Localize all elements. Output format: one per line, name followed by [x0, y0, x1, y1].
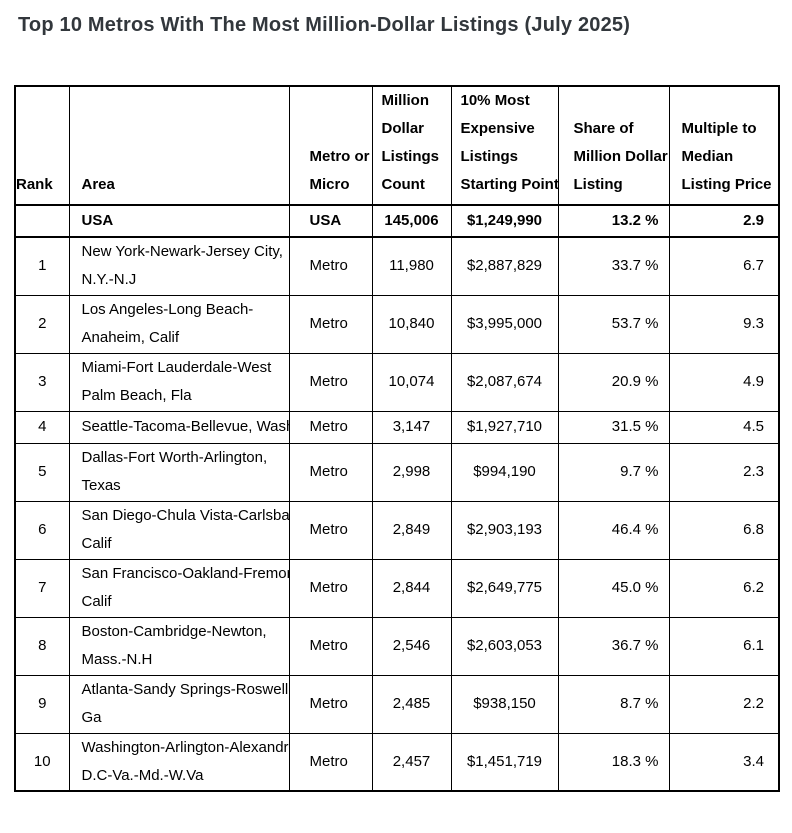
starting-point-cell: $2,087,674: [450, 352, 559, 412]
metro-cell: Metro: [288, 616, 373, 676]
header-million-dollar-count: Million Dollar Listings Count: [371, 85, 452, 206]
header-metro-or-micro: Metro or Micro: [288, 85, 373, 206]
starting-point-cell: $2,903,193: [450, 500, 559, 560]
metro-cell: Metro: [288, 294, 373, 354]
rank-cell: [14, 204, 70, 238]
table-row: 5 Dallas-Fort Worth-Arlington, Texas Met…: [14, 442, 780, 502]
share-cell: 46.4 %: [557, 500, 670, 560]
metro-cell: Metro: [288, 352, 373, 412]
rank-cell: 3: [14, 352, 70, 412]
count-cell: 10,840: [371, 294, 452, 354]
table-row: 1 New York-Newark-Jersey City, N.Y.-N.J …: [14, 236, 780, 296]
metro-cell: Metro: [288, 558, 373, 618]
area-cell: Seattle-Tacoma-Bellevue, Wash: [68, 410, 290, 444]
starting-point-cell: $1,249,990: [450, 204, 559, 238]
starting-point-cell: $2,603,053: [450, 616, 559, 676]
area-cell: Washington-Arlington-Alexandria, D.C-Va.…: [68, 732, 290, 792]
multiple-cell: 4.5: [668, 410, 780, 444]
share-cell: 31.5 %: [557, 410, 670, 444]
metro-cell: Metro: [288, 442, 373, 502]
rank-cell: 9: [14, 674, 70, 734]
metro-cell: Metro: [288, 236, 373, 296]
rank-cell: 2: [14, 294, 70, 354]
area-cell: San Francisco-Oakland-Fremont, Calif: [68, 558, 290, 618]
rank-cell: 8: [14, 616, 70, 676]
starting-point-cell: $2,649,775: [450, 558, 559, 618]
metros-table: Rank Area Metro or Micro Million Dollar …: [14, 85, 780, 792]
area-cell: Miami-Fort Lauderdale-West Palm Beach, F…: [68, 352, 290, 412]
area-cell: Dallas-Fort Worth-Arlington, Texas: [68, 442, 290, 502]
multiple-cell: 6.7: [668, 236, 780, 296]
share-cell: 13.2 %: [557, 204, 670, 238]
rank-cell: 1: [14, 236, 70, 296]
multiple-cell: 3.4: [668, 732, 780, 792]
table-row-usa: USA USA 145,006 $1,249,990 13.2 % 2.9: [14, 204, 780, 238]
table-row: 10 Washington-Arlington-Alexandria, D.C-…: [14, 732, 780, 792]
rank-cell: 7: [14, 558, 70, 618]
starting-point-cell: $1,451,719: [450, 732, 559, 792]
table-row: 9 Atlanta-Sandy Springs-Roswell, Ga Metr…: [14, 674, 780, 734]
table-row: 4 Seattle-Tacoma-Bellevue, Wash Metro 3,…: [14, 410, 780, 444]
table-row: 8 Boston-Cambridge-Newton, Mass.-N.H Met…: [14, 616, 780, 676]
share-cell: 8.7 %: [557, 674, 670, 734]
page-title: Top 10 Metros With The Most Million-Doll…: [18, 14, 631, 36]
count-cell: 2,546: [371, 616, 452, 676]
header-rank: Rank: [14, 85, 70, 206]
area-cell: San Diego-Chula Vista-Carlsbad, Calif: [68, 500, 290, 560]
count-cell: 2,849: [371, 500, 452, 560]
area-cell: USA: [68, 204, 290, 238]
multiple-cell: 6.2: [668, 558, 780, 618]
count-cell: 2,457: [371, 732, 452, 792]
metro-cell: Metro: [288, 732, 373, 792]
metro-cell: USA: [288, 204, 373, 238]
rank-cell: 10: [14, 732, 70, 792]
share-cell: 20.9 %: [557, 352, 670, 412]
multiple-cell: 6.8: [668, 500, 780, 560]
share-cell: 9.7 %: [557, 442, 670, 502]
share-cell: 33.7 %: [557, 236, 670, 296]
count-cell: 11,980: [371, 236, 452, 296]
multiple-cell: 2.9: [668, 204, 780, 238]
starting-point-cell: $3,995,000: [450, 294, 559, 354]
count-cell: 3,147: [371, 410, 452, 444]
count-cell: 2,998: [371, 442, 452, 502]
starting-point-cell: $2,887,829: [450, 236, 559, 296]
multiple-cell: 9.3: [668, 294, 780, 354]
count-cell: 10,074: [371, 352, 452, 412]
share-cell: 36.7 %: [557, 616, 670, 676]
header-starting-point: 10% Most Expensive Listings Starting Poi…: [450, 85, 559, 206]
area-cell: New York-Newark-Jersey City, N.Y.-N.J: [68, 236, 290, 296]
header-multiple: Multiple to Median Listing Price: [668, 85, 780, 206]
header-share: Share of Million Dollar Listing: [557, 85, 670, 206]
starting-point-cell: $994,190: [450, 442, 559, 502]
header-area: Area: [68, 85, 290, 206]
table-row: 7 San Francisco-Oakland-Fremont, Calif M…: [14, 558, 780, 618]
multiple-cell: 2.2: [668, 674, 780, 734]
count-cell: 2,844: [371, 558, 452, 618]
area-cell: Atlanta-Sandy Springs-Roswell, Ga: [68, 674, 290, 734]
metro-cell: Metro: [288, 410, 373, 444]
multiple-cell: 6.1: [668, 616, 780, 676]
table-row: 2 Los Angeles-Long Beach- Anaheim, Calif…: [14, 294, 780, 354]
table-row: 6 San Diego-Chula Vista-Carlsbad, Calif …: [14, 500, 780, 560]
count-cell: 2,485: [371, 674, 452, 734]
rank-cell: 6: [14, 500, 70, 560]
multiple-cell: 4.9: [668, 352, 780, 412]
starting-point-cell: $1,927,710: [450, 410, 559, 444]
metro-cell: Metro: [288, 674, 373, 734]
share-cell: 18.3 %: [557, 732, 670, 792]
metro-cell: Metro: [288, 500, 373, 560]
area-cell: Los Angeles-Long Beach- Anaheim, Calif: [68, 294, 290, 354]
share-cell: 53.7 %: [557, 294, 670, 354]
rank-cell: 5: [14, 442, 70, 502]
rank-cell: 4: [14, 410, 70, 444]
table-header-row: Rank Area Metro or Micro Million Dollar …: [14, 85, 780, 206]
count-cell: 145,006: [371, 204, 452, 238]
table-row: 3 Miami-Fort Lauderdale-West Palm Beach,…: [14, 352, 780, 412]
multiple-cell: 2.3: [668, 442, 780, 502]
share-cell: 45.0 %: [557, 558, 670, 618]
starting-point-cell: $938,150: [450, 674, 559, 734]
area-cell: Boston-Cambridge-Newton, Mass.-N.H: [68, 616, 290, 676]
